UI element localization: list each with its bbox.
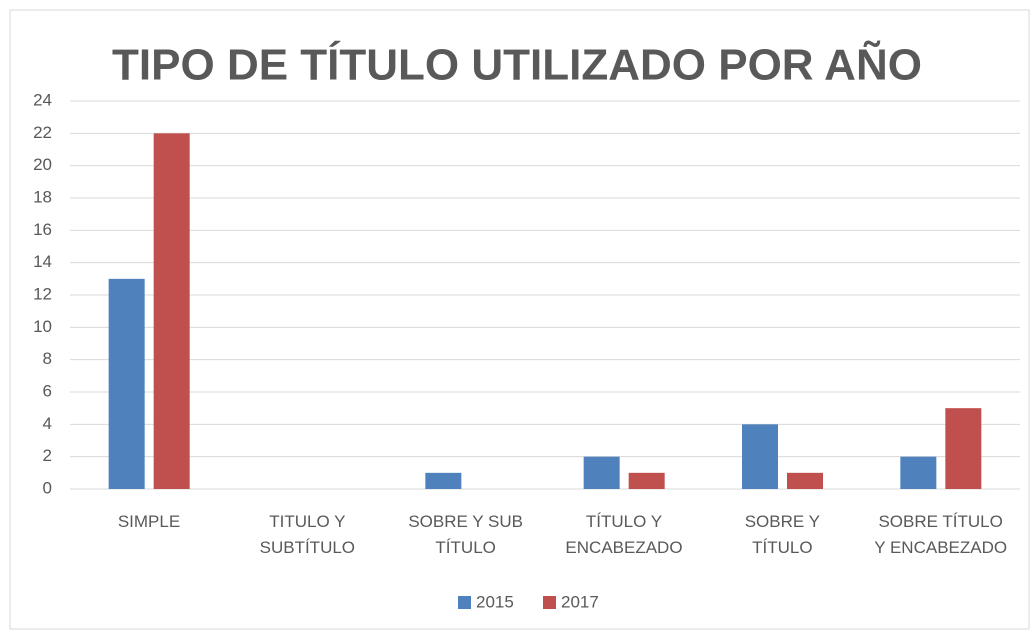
y-tick-label: 22 xyxy=(33,123,52,142)
y-tick-label: 24 xyxy=(33,90,52,109)
x-tick-label: SOBRE TÍTULO Y ENCABEZADO xyxy=(874,512,1008,557)
legend-label: 2015 xyxy=(476,592,514,611)
y-tick-label: 16 xyxy=(33,220,52,239)
x-tick-label: SOBRE Y SUB TÍTULO xyxy=(408,512,523,557)
y-tick-label: 0 xyxy=(43,478,52,497)
x-tick-label: TITULO Y SUBTÍTULO xyxy=(259,512,356,557)
x-tick-label: TÍTULO Y ENCABEZADO xyxy=(565,512,683,557)
legend-swatch xyxy=(458,596,471,609)
y-tick-label: 18 xyxy=(33,187,52,206)
y-tick-label: 4 xyxy=(43,414,52,433)
y-tick-label: 2 xyxy=(43,446,52,465)
bar xyxy=(108,278,145,489)
bar xyxy=(787,472,823,489)
x-tick-label: SOBRE Y TÍTULO xyxy=(744,512,820,557)
bar xyxy=(628,472,665,489)
bar xyxy=(583,456,620,489)
bar xyxy=(425,472,462,489)
y-tick-label: 12 xyxy=(33,284,52,303)
bar xyxy=(153,133,190,490)
legend-swatch xyxy=(543,596,556,609)
bar xyxy=(900,456,937,489)
legend-label: 2017 xyxy=(561,592,599,611)
y-tick-label: 14 xyxy=(33,252,52,271)
y-tick-label: 6 xyxy=(43,381,52,400)
y-tick-label: 8 xyxy=(43,349,52,368)
x-tick-label: SIMPLE xyxy=(117,512,181,531)
bar xyxy=(742,424,778,489)
bar xyxy=(945,408,982,489)
chart-title: TIPO DE TÍTULO UTILIZADO POR AÑO xyxy=(112,40,922,90)
y-tick-label: 10 xyxy=(33,317,52,336)
y-tick-label: 20 xyxy=(33,155,52,174)
